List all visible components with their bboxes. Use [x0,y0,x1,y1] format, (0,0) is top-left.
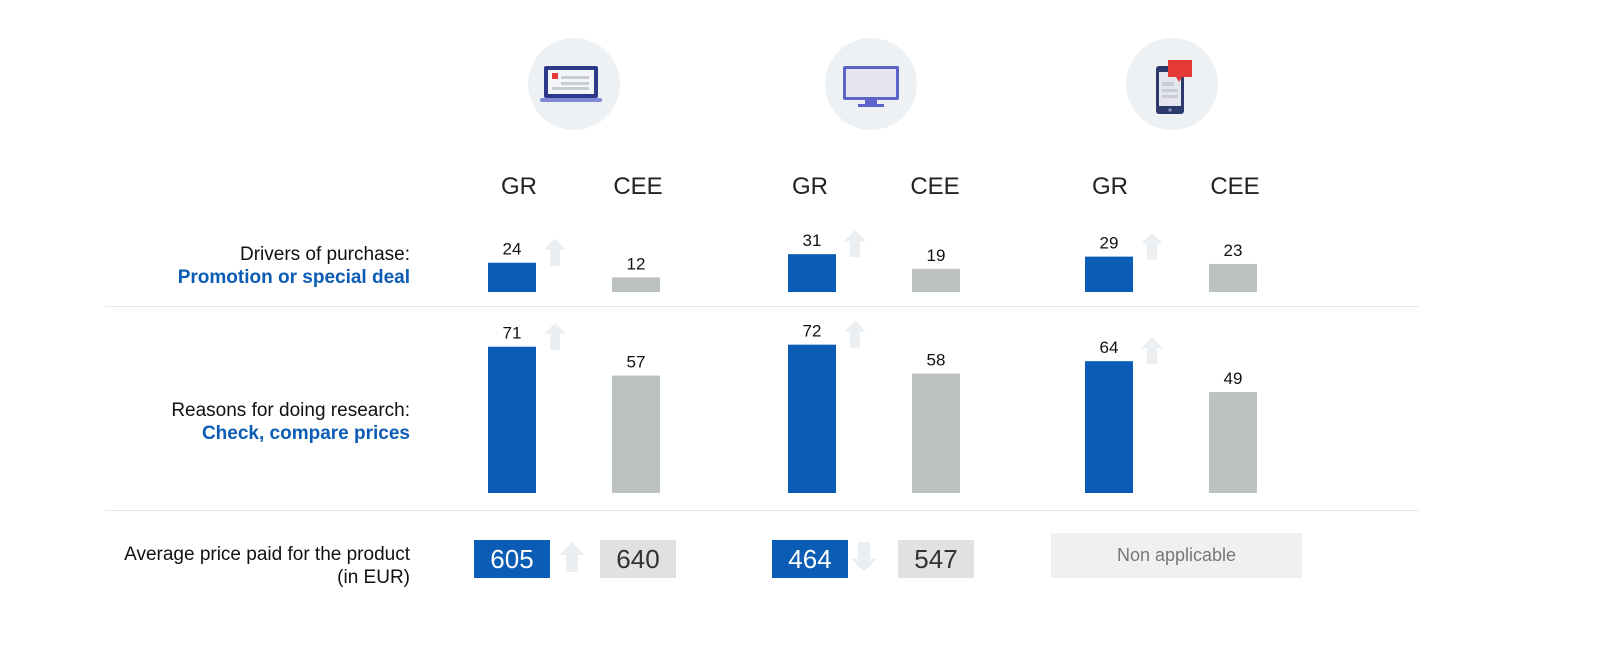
bar-value-label: 24 [503,240,522,259]
research-label: Reasons for doing research: [171,400,410,421]
header-desktop-cee: CEE [910,173,960,200]
bar-value-label: 71 [503,324,522,343]
bar-value-label: 64 [1100,338,1119,357]
row-label-research: Reasons for doing research: Check, compa… [171,399,410,445]
arrow-up-icon [1141,337,1163,365]
header-desktop-gr: GR [792,173,828,200]
bar-gr [488,346,536,493]
bar-cee [912,268,960,292]
row-divider [105,510,1419,511]
bar-cee [912,373,960,493]
bar-cee [612,277,660,292]
header-mobile-cee: CEE [1210,173,1260,200]
bar-value-label: 57 [627,353,646,372]
arrow-up-icon [544,322,566,350]
bar-value-label: 23 [1224,241,1243,260]
header-laptop-cee: CEE [613,173,663,200]
arrow-up-icon [844,230,866,258]
row-label-drivers: Drivers of purchase: Promotion or specia… [178,243,410,289]
bar-value-label: 31 [803,231,822,250]
arrow-up-icon [844,320,866,348]
arrow-up-icon [1141,232,1163,260]
bar-gr [1085,361,1133,493]
header-mobile-gr: GR [1092,173,1128,200]
price-label-line2: (in EUR) [337,567,410,588]
price-label-line1: Average price paid for the product [124,544,410,565]
price-desktop-gr: 464 [772,540,848,578]
row-divider [105,306,1419,307]
arrow-down-icon [851,542,877,572]
desktop-monitor-icon [825,38,917,130]
drivers-sublabel: Promotion or special deal [177,267,410,288]
price-laptop-gr: 605 [474,540,550,578]
arrow-up-icon [544,238,566,266]
not-applicable-badge: Non applicable [1051,533,1302,578]
price-desktop-cee: 547 [898,540,974,578]
laptop-icon [528,38,620,130]
bar-value-label: 19 [927,246,946,265]
research-sublabel: Check, compare prices [201,423,410,444]
bar-cee [1209,263,1257,292]
bar-gr [1085,256,1133,292]
bar-value-label: 12 [627,254,646,273]
bar-value-label: 58 [927,351,946,370]
bar-gr [788,344,836,493]
smartphone-icon [1126,38,1218,130]
price-laptop-cee: 640 [600,540,676,578]
bar-value-label: 29 [1100,234,1119,253]
bar-cee [612,375,660,493]
row-label-price: Average price paid for the product (in E… [124,543,410,589]
arrow-up-icon [559,542,585,572]
header-laptop-gr: GR [501,173,537,200]
bar-value-label: 49 [1224,369,1243,388]
bar-gr [488,262,536,292]
bar-value-label: 72 [803,322,822,341]
bar-cee [1209,392,1257,493]
bar-gr [788,254,836,292]
drivers-label: Drivers of purchase: [239,244,410,265]
